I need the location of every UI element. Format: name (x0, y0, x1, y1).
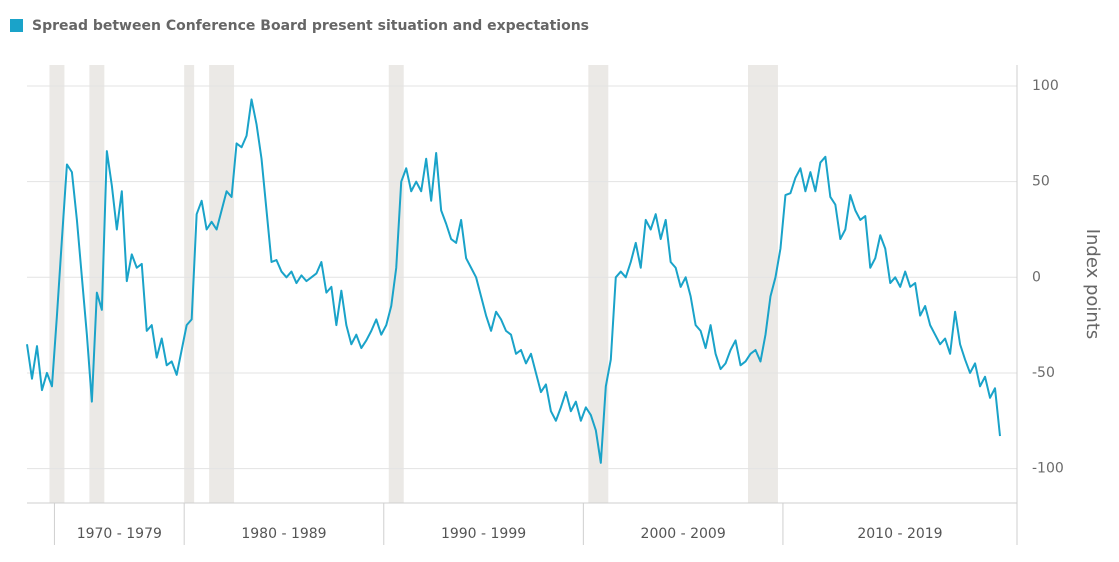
x-tick-label: 1980 - 1989 (241, 526, 326, 542)
recession-shade (388, 65, 404, 503)
legend-swatch (10, 19, 23, 32)
recession-shade (588, 65, 609, 503)
x-tick-label: 1990 - 1999 (441, 526, 526, 542)
x-tick-label: 2010 - 2019 (857, 526, 942, 542)
y-tick-label: 50 (1032, 174, 1050, 190)
recession-shade (184, 65, 195, 503)
y-tick-label: 0 (1032, 269, 1041, 285)
y-tick-label: -100 (1032, 461, 1064, 477)
recession-shade (209, 65, 235, 503)
chart-title: Spread between Conference Board present … (32, 18, 589, 34)
recession-shade (49, 65, 65, 503)
x-tick-label: 1970 - 1979 (77, 526, 162, 542)
x-tick-label: 2000 - 2009 (641, 526, 726, 542)
data-line (26, 98, 1001, 464)
y-tick-label: 100 (1032, 78, 1059, 94)
y-tick-label: -50 (1032, 365, 1055, 381)
y-axis-title: Index points (1082, 229, 1103, 340)
